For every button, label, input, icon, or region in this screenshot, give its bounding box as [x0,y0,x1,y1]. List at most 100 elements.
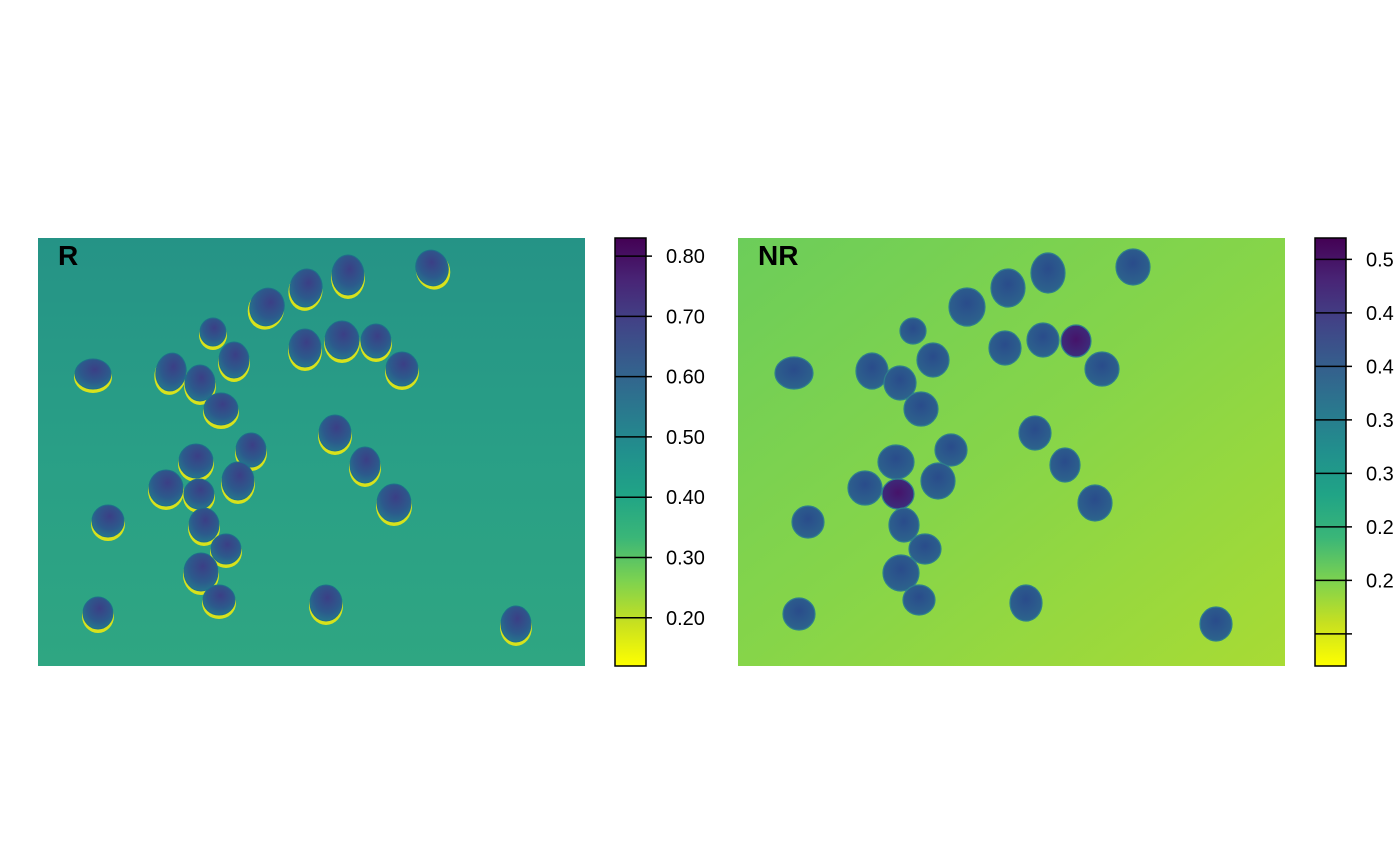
seed-r-body [376,483,412,523]
seed-r-body [183,478,215,510]
colorbar-nr-tick-label: 0.4 [1366,303,1394,325]
seed-r-body [360,323,392,359]
seed-r [376,483,412,526]
seed-r [183,552,219,595]
seed-nr [1030,252,1066,294]
colorbar-nr-scale [1314,237,1347,667]
colorbar-r-tick-label: 0.30 [666,547,705,569]
colorbar-r-tick-label: 0.40 [666,487,705,509]
seed-nr [881,478,915,510]
seed-nr [1060,324,1092,358]
seed-r [178,443,214,482]
seed-nr [903,391,939,427]
seed-r [500,605,532,646]
seed-r-body [500,605,532,643]
seed-r-body [178,443,214,479]
panel-nr-title: NR [758,240,798,271]
seed-r [82,596,114,633]
seed-r-body [249,287,285,327]
seed-nr [948,287,986,327]
seed-r-body [148,469,184,507]
colorbar-nr-ticks: 0.2 0.2 0.3 0.3 0.4 0.4 0.5 [1315,249,1394,635]
seed-r [210,533,242,568]
seed-r-body [318,414,352,452]
seed-nr [882,554,920,592]
colorbar-r-tick-label: 0.20 [666,608,705,630]
seed-nr [1026,322,1060,358]
seed-r [91,504,125,541]
colorbar-r-ticks: 0.20 0.30 0.40 0.50 0.60 0.70 0.80 [615,246,705,630]
seed-r-body [331,254,365,296]
seed-nr [902,584,936,616]
seed-r-body [183,552,219,592]
seed-nr [916,342,950,378]
seed-r-body [324,320,360,360]
seed-r [74,358,112,393]
seed-nr [899,317,927,345]
colorbar-r-scale [614,237,647,667]
seed-r [318,414,352,455]
colorbar-nr-tick-label: 0.4 [1366,356,1394,378]
seed-r [154,352,187,395]
seed-r [199,317,227,350]
seed-nr [1115,248,1151,286]
seed-r [247,287,285,330]
seed-r [324,320,360,363]
seed-nr [1084,351,1120,387]
seed-r-body [349,446,381,484]
seed-r [188,507,220,546]
seed-nr [791,505,825,539]
colorbar-nr-tick-label: 0.3 [1366,463,1394,485]
seed-r-body [82,596,114,630]
seed-r [331,254,365,299]
colorbar-nr-tick-label: 0.3 [1366,410,1394,432]
seed-r [202,584,236,619]
seed-nr [1077,484,1113,522]
seed-r [360,323,392,362]
seed-nr [888,507,920,543]
panel-r: R [38,238,585,666]
seed-nr [1009,584,1043,622]
seed-r-body [188,507,220,543]
seed-r-body [385,351,419,387]
seed-r [288,328,322,371]
seed-nr [988,330,1022,366]
seed-r [203,392,239,429]
seed-nr [990,268,1026,308]
panel-r-seeds [74,249,532,646]
seed-r-body [202,584,236,616]
seed-r-body [415,249,449,287]
seed-r-body [74,358,112,390]
panel-r-title: R [58,240,78,271]
seed-nr [774,356,814,390]
seed-r [385,351,419,390]
colorbar-nr: 0.2 0.2 0.3 0.3 0.4 0.4 0.5 [1314,237,1394,667]
seed-nr [847,470,883,506]
seed-r [349,446,381,487]
seed-r-body [210,533,242,565]
seed-nr [1018,415,1052,451]
seed-nr [1049,447,1081,483]
seed-nr [920,462,956,500]
seed-r [309,584,343,625]
colorbar-r-tick-label: 0.50 [666,427,705,449]
colorbar-r-tick-label: 0.70 [666,306,705,328]
colorbar-r: 0.20 0.30 0.40 0.50 0.60 0.70 0.80 [614,237,705,667]
seed-r [288,268,323,311]
seed-r [415,249,451,290]
seed-r [183,478,215,513]
seed-nr [782,597,816,631]
seed-nr [908,533,942,565]
seed-r-body [199,317,227,347]
seed-r-body [235,432,267,468]
seed-r [184,364,216,405]
seed-nr [883,365,917,401]
seed-r-body [91,504,125,538]
seed-r-body [289,268,323,308]
seed-r [148,469,184,510]
seed-nr [855,352,889,390]
colorbar-r-tick-label: 0.80 [666,246,705,268]
seed-r-body [184,364,216,402]
colorbar-nr-tick-label: 0.5 [1366,249,1394,271]
